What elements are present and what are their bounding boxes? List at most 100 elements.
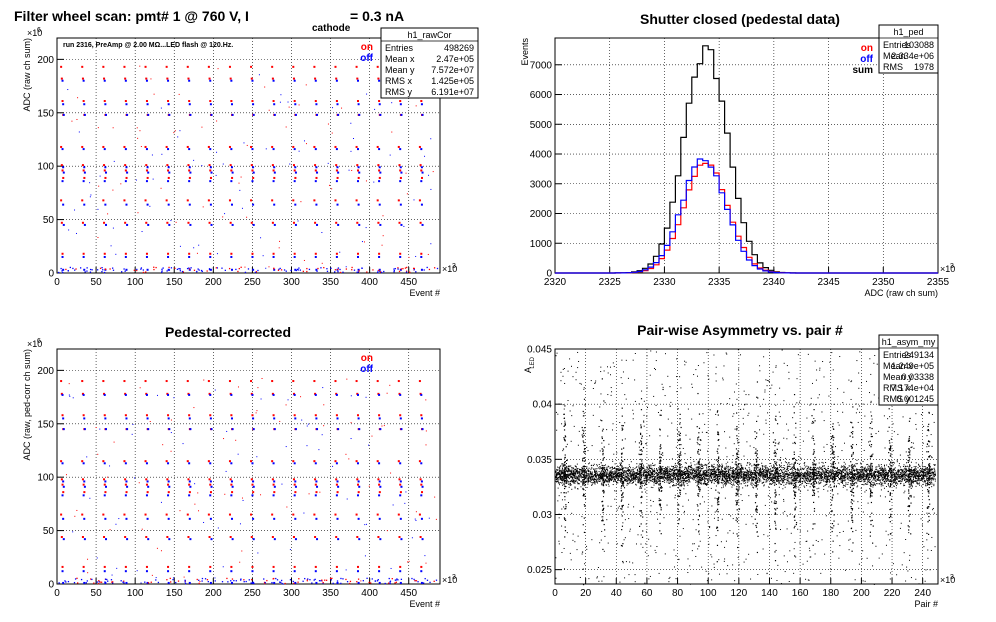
- point: [602, 480, 604, 482]
- point: [900, 473, 902, 475]
- point-baseline: [280, 269, 283, 271]
- point-baseline: [391, 577, 393, 580]
- point-transition: [76, 118, 78, 120]
- point: [725, 474, 727, 476]
- point-baseline: [140, 267, 143, 269]
- point: [799, 477, 801, 479]
- point: [749, 472, 751, 474]
- point-on: [378, 536, 380, 538]
- point-off: [314, 494, 317, 497]
- point-off: [146, 103, 149, 106]
- point: [638, 466, 640, 468]
- point-transition: [110, 245, 112, 247]
- point: [844, 478, 846, 480]
- point: [861, 472, 863, 474]
- point-off: [83, 517, 86, 520]
- point: [716, 474, 718, 476]
- point-on: [294, 566, 296, 568]
- point-on: [252, 414, 254, 416]
- point: [723, 477, 725, 479]
- point-off: [315, 517, 318, 520]
- point: [605, 484, 607, 486]
- stats-value: 2.334e+06: [891, 51, 934, 61]
- point: [706, 483, 708, 485]
- point: [920, 479, 922, 481]
- point-on: [314, 478, 316, 481]
- point: [783, 472, 785, 474]
- point: [853, 475, 855, 477]
- point: [575, 467, 577, 469]
- point: [856, 471, 858, 473]
- point-on: [145, 146, 147, 148]
- point-baseline: [155, 266, 157, 269]
- point-on: [82, 222, 84, 224]
- point: [917, 477, 919, 479]
- point: [709, 472, 711, 474]
- point: [810, 479, 812, 481]
- point: [755, 473, 757, 475]
- point-on: [294, 253, 296, 255]
- point-baseline: [292, 580, 294, 583]
- point-transition: [179, 245, 181, 247]
- point-on: [377, 146, 379, 148]
- point-transition: [391, 131, 393, 133]
- point-off: [420, 417, 423, 420]
- point: [569, 483, 571, 485]
- point-transition: [109, 465, 111, 467]
- point: [574, 468, 576, 470]
- point-off: [252, 268, 255, 271]
- point-on: [314, 146, 316, 148]
- point: [674, 467, 676, 469]
- point: [787, 473, 789, 475]
- point-baseline: [101, 270, 103, 273]
- point: [909, 479, 911, 481]
- point: [910, 478, 912, 480]
- point-off: [230, 393, 233, 396]
- point: [691, 473, 693, 475]
- point-transition: [298, 150, 300, 152]
- point: [704, 481, 706, 483]
- point-on: [378, 414, 380, 416]
- point: [823, 472, 825, 474]
- point-baseline: [90, 578, 92, 580]
- point-on: [145, 78, 148, 80]
- point: [859, 469, 861, 471]
- point: [568, 486, 570, 488]
- point-on: [81, 514, 84, 516]
- point-off: [188, 480, 191, 483]
- point-transition: [351, 169, 353, 171]
- point-on: [420, 484, 423, 486]
- point-on: [273, 566, 275, 568]
- point-on: [420, 164, 422, 166]
- point-transition: [332, 465, 334, 467]
- point: [696, 470, 698, 472]
- point-off: [189, 171, 192, 174]
- point-off: [189, 223, 192, 226]
- point: [918, 471, 920, 473]
- point-transition: [149, 421, 151, 423]
- point: [705, 477, 707, 479]
- point: [695, 478, 697, 480]
- point: [718, 481, 720, 483]
- point-baseline: [74, 269, 76, 271]
- x-multiplier-exponent: 3: [452, 574, 456, 581]
- point: [665, 466, 667, 468]
- y-multiplier-exponent: 6: [37, 338, 41, 345]
- point-baseline: [123, 582, 125, 584]
- point-transition: [424, 555, 426, 557]
- point: [597, 475, 599, 477]
- point: [863, 484, 865, 486]
- point-off: [272, 148, 275, 151]
- point-off: [356, 570, 359, 573]
- point-on: [166, 78, 169, 80]
- point-baseline: [84, 271, 86, 273]
- point-on: [356, 380, 358, 382]
- point: [781, 479, 783, 481]
- point: [753, 472, 755, 474]
- point: [861, 475, 863, 477]
- point: [619, 469, 621, 471]
- point: [780, 477, 782, 479]
- point-baseline: [235, 268, 237, 271]
- point: [883, 473, 885, 475]
- point: [614, 466, 616, 468]
